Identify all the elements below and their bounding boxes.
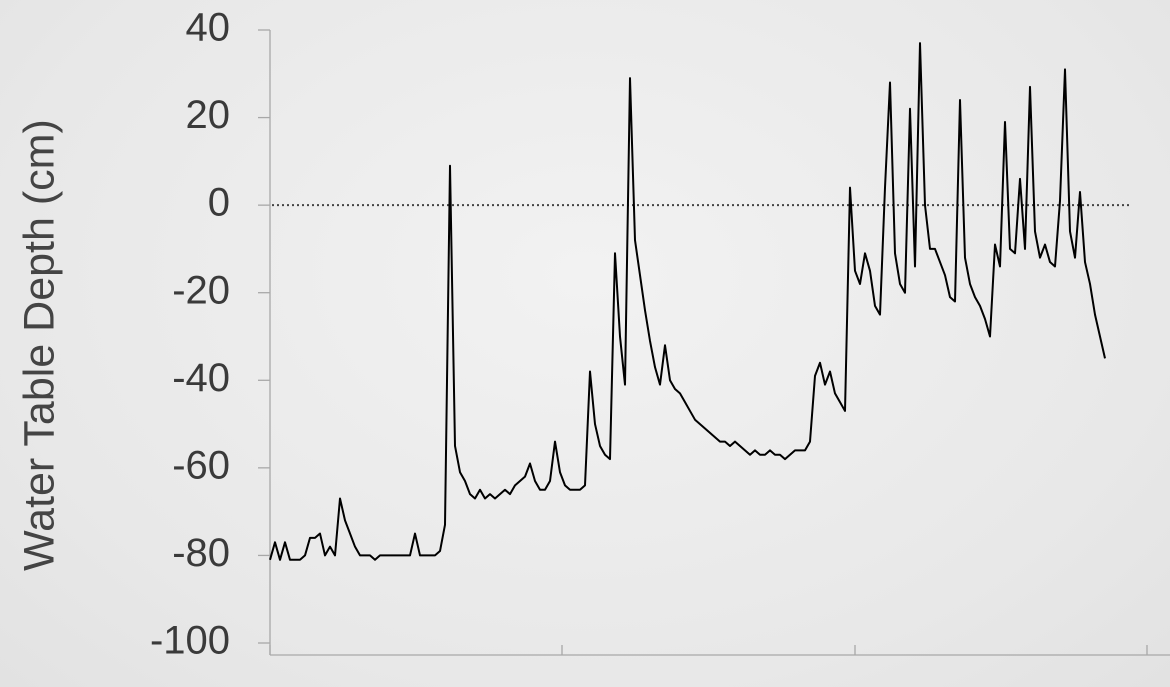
y-axis-title: Water Table Depth (cm) bbox=[15, 119, 63, 571]
y-tick-label: 20 bbox=[186, 93, 231, 137]
y-tick-label: -80 bbox=[172, 531, 230, 575]
y-tick-label: 0 bbox=[208, 181, 230, 225]
y-tick-label: -60 bbox=[172, 443, 230, 487]
y-tick-label: -20 bbox=[172, 268, 230, 312]
y-tick-label: -100 bbox=[150, 619, 230, 663]
y-tick-label: 40 bbox=[186, 6, 231, 50]
y-tick-label: -40 bbox=[172, 356, 230, 400]
data-line bbox=[269, 42, 1106, 561]
